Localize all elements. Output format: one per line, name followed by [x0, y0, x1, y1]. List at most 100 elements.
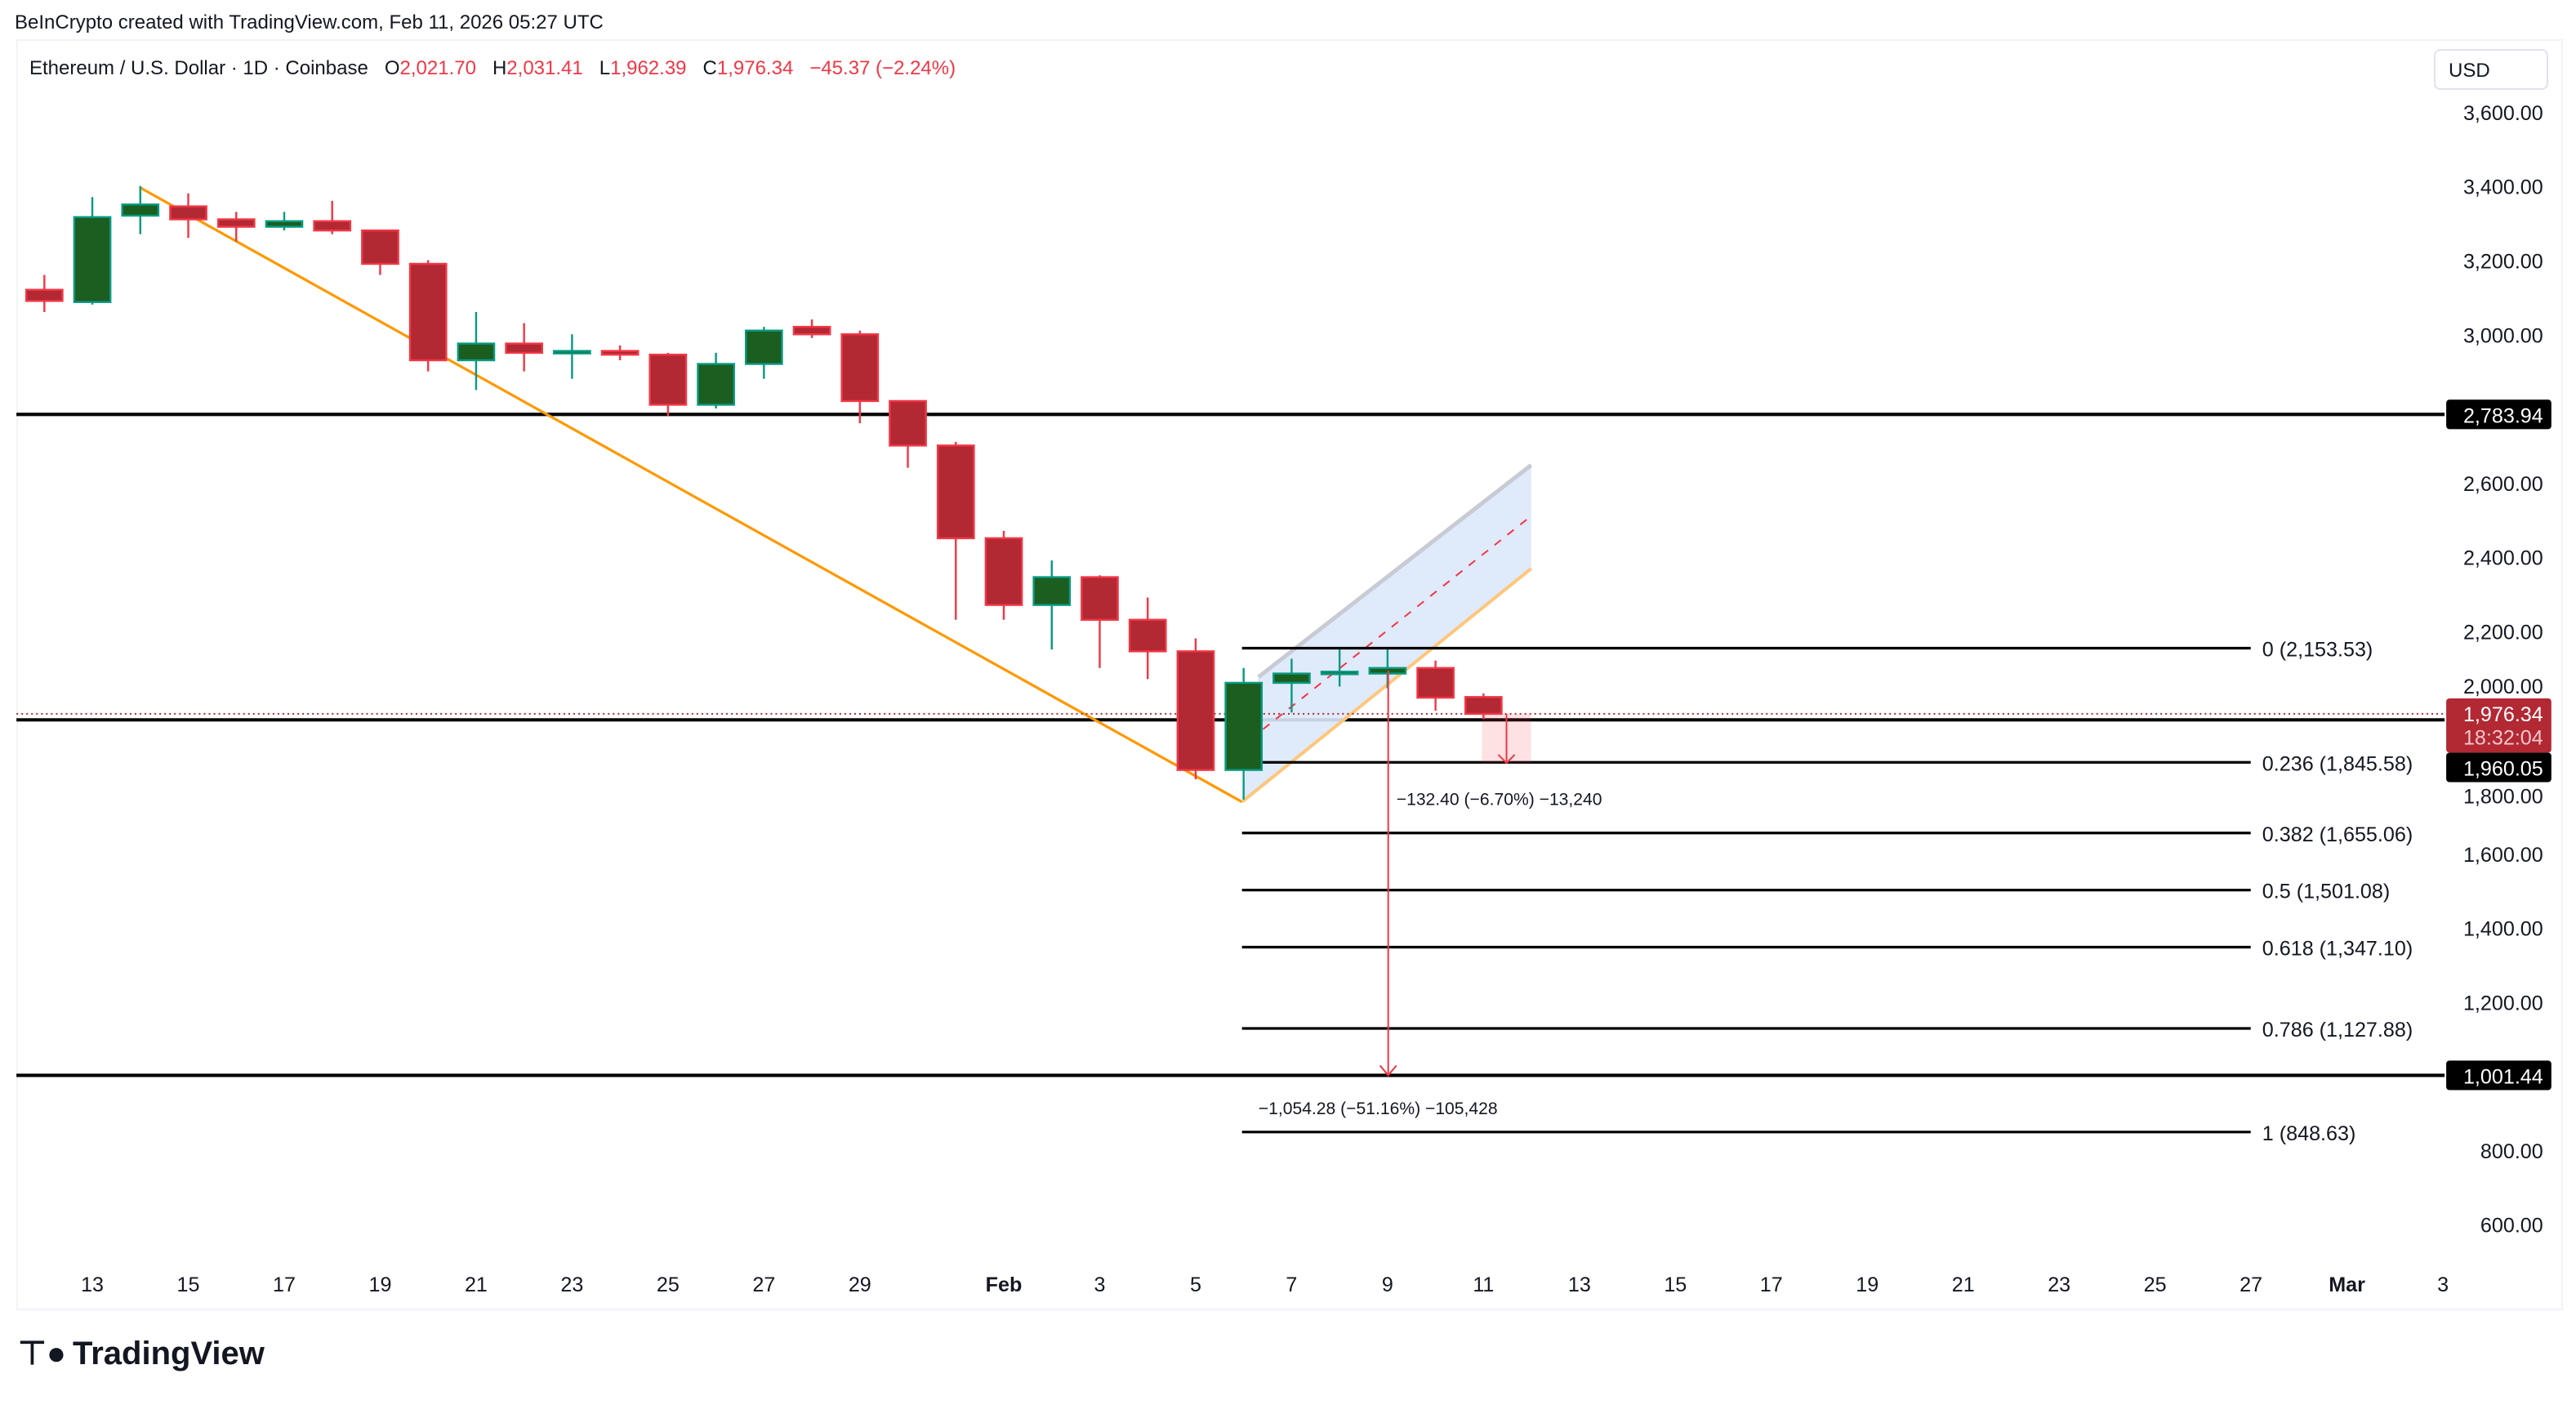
candle-body	[265, 220, 304, 228]
arrow-down-icon	[1379, 1064, 1397, 1077]
last-price-tag: 1,976.34	[2463, 703, 2543, 726]
fib-level-label: 0.786 (1,127.88)	[2262, 1019, 2413, 1041]
x-tick-label: 25	[2144, 1273, 2167, 1296]
candle-body	[1320, 671, 1359, 676]
tradingview-logo-text: TradingView	[73, 1335, 265, 1372]
fib-level-label: 0.618 (1,347.10)	[2262, 938, 2413, 961]
candle-body	[313, 220, 352, 232]
countdown-tag: 18:32:04	[2463, 726, 2543, 749]
level-price-tag-bg	[2446, 1060, 2551, 1091]
candle-body	[1464, 696, 1503, 716]
x-tick-label: 3	[1094, 1273, 1105, 1296]
y-tick-label: 600.00	[2480, 1215, 2543, 1238]
candle-body	[600, 350, 640, 356]
y-tick-label: 1,600.00	[2463, 844, 2543, 867]
candle-body	[505, 342, 543, 355]
descending-trendline	[139, 185, 1243, 804]
low-value: 1,962.39	[610, 57, 687, 79]
x-tick-label: 17	[273, 1273, 296, 1296]
candle-body	[553, 350, 591, 355]
change-value: −45.37 (−2.24%)	[809, 57, 956, 79]
fib-level-label: 0.382 (1,655.06)	[2262, 823, 2413, 846]
x-tick-label: 5	[1190, 1273, 1201, 1296]
level-price-tag-bg	[2446, 399, 2551, 430]
tradingview-logo: ⊤● TradingView	[18, 1335, 265, 1372]
x-tick-label: 23	[560, 1273, 583, 1296]
candle-body	[889, 399, 927, 447]
level-price-tag: 2,783.94	[2463, 404, 2543, 427]
chart-frame	[16, 39, 2563, 1310]
x-tick-label: Feb	[986, 1273, 1023, 1296]
close-value: 1,976.34	[716, 57, 794, 79]
candle-body	[697, 363, 735, 406]
y-tick-label: 1,400.00	[2463, 918, 2543, 941]
candle-body	[457, 342, 496, 362]
candle-body	[121, 203, 160, 217]
fib-level-label: 0 (2,153.53)	[2262, 639, 2373, 662]
x-tick-label: 15	[177, 1273, 200, 1296]
x-tick-label: 23	[2048, 1273, 2070, 1296]
candle-body	[73, 216, 112, 303]
x-tick-label: 25	[657, 1273, 680, 1296]
candle-body	[1224, 681, 1263, 771]
candle-body	[1081, 576, 1119, 621]
y-tick-label: 1,800.00	[2463, 786, 2543, 809]
candle-body	[1416, 667, 1455, 699]
measure-label: −132.40 (−6.70%) −13,240	[1397, 791, 1602, 810]
rising-channel-fill	[1241, 465, 1531, 802]
channel-midline	[1250, 515, 1532, 741]
x-tick-label: 7	[1286, 1273, 1297, 1296]
y-tick-label: 800.00	[2480, 1140, 2543, 1163]
candle-body	[1128, 618, 1167, 653]
currency-button[interactable]: USD	[2434, 49, 2548, 90]
x-tick-label: 29	[849, 1273, 871, 1296]
tradingview-logo-icon: ⊤●	[18, 1336, 67, 1372]
candle-body	[745, 329, 783, 365]
x-tick-label: 13	[81, 1273, 104, 1296]
x-tick-label: 9	[1382, 1273, 1393, 1296]
candle-body	[169, 205, 207, 221]
candle-body	[1176, 650, 1215, 771]
high-value: 2,031.41	[506, 57, 583, 79]
candle-body	[840, 333, 880, 403]
symbol-title: Ethereum / U.S. Dollar · 1D · Coinbase	[29, 57, 368, 79]
y-tick-label: 2,000.00	[2463, 676, 2543, 698]
candle-body	[1032, 576, 1072, 606]
x-tick-label: 27	[2240, 1273, 2262, 1296]
candle-body	[25, 288, 64, 302]
level-price-tag: 1,960.05	[2463, 758, 2543, 781]
y-tick-label: 2,600.00	[2463, 473, 2543, 496]
symbol-legend: Ethereum / U.S. Dollar · 1D · Coinbase O…	[29, 57, 956, 80]
level-price-tag-bg	[2446, 752, 2551, 783]
level-price-tag: 1,001.44	[2463, 1065, 2543, 1088]
x-tick-label: 17	[1760, 1273, 1783, 1296]
fib-level-label: 0.236 (1,845.58)	[2262, 752, 2413, 775]
y-tick-label: 3,400.00	[2463, 176, 2543, 199]
high-label: H	[492, 57, 507, 79]
open-label: O	[384, 57, 400, 79]
channel-upper-line	[1257, 463, 1533, 679]
x-tick-label: 21	[465, 1273, 488, 1296]
candle-body	[216, 218, 256, 228]
x-tick-label: 19	[1856, 1273, 1879, 1296]
arrow-down-icon	[1497, 754, 1516, 765]
low-label: L	[599, 57, 611, 79]
x-tick-label: 11	[1473, 1273, 1494, 1296]
candle-body	[936, 444, 975, 540]
y-tick-label: 2,400.00	[2463, 547, 2543, 570]
candle-body	[984, 537, 1023, 606]
last-price-tag-bg	[2446, 698, 2551, 753]
x-tick-label: 13	[1568, 1273, 1591, 1296]
y-tick-label: 3,600.00	[2463, 102, 2543, 125]
candle-body	[361, 229, 399, 265]
x-tick-label: 15	[1664, 1273, 1687, 1296]
x-tick-label: 27	[752, 1273, 775, 1296]
y-tick-label: 2,200.00	[2463, 621, 2543, 644]
credit-text: BeInCrypto created with TradingView.com,…	[15, 11, 604, 33]
measure-label: −1,054.28 (−51.16%) −105,428	[1259, 1099, 1498, 1118]
fib-level-label: 1 (848.63)	[2262, 1122, 2356, 1145]
x-tick-label: Mar	[2329, 1273, 2365, 1296]
candle-body	[648, 353, 688, 406]
close-label: C	[702, 57, 717, 79]
